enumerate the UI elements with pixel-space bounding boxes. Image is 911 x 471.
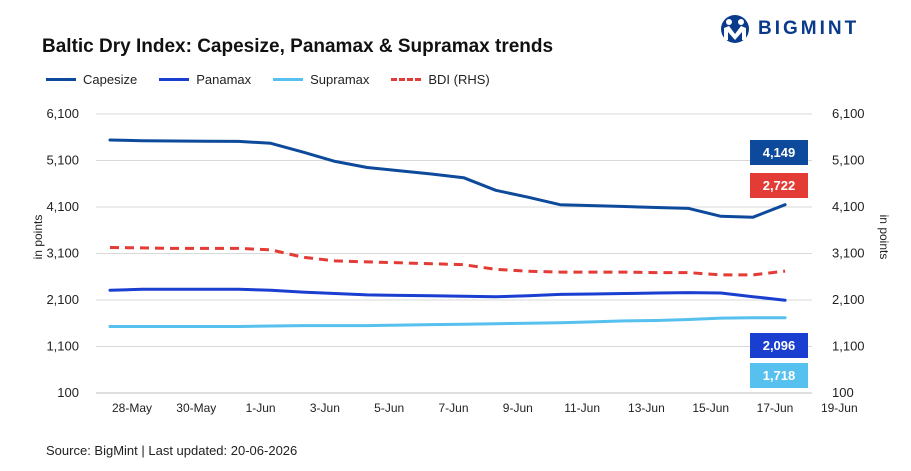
legend-label: Supramax — [310, 72, 370, 87]
end-label-value: 4,149 — [763, 145, 796, 160]
legend-swatch — [46, 78, 76, 81]
y-tick-label-left: 4,100 — [46, 199, 79, 214]
y-tick-label-left: 100 — [57, 385, 79, 400]
x-tick-label: 30-May — [176, 401, 216, 415]
bigmint-logo: BIGMINT — [718, 14, 859, 44]
x-tick-label: 13-Jun — [628, 401, 665, 415]
y-tick-label-left: 3,100 — [46, 246, 79, 261]
x-tick-label: 19-Jun — [821, 401, 858, 415]
x-tick-label: 1-Jun — [246, 401, 276, 415]
legend-swatch — [273, 78, 304, 81]
legend-swatch — [391, 78, 422, 81]
source-note: Source: BigMint | Last updated: 20-06-20… — [46, 443, 298, 458]
y-tick-label-right: 5,100 — [832, 153, 865, 168]
y-tick-label-left: 2,100 — [46, 292, 79, 307]
y-tick-label-left: 5,100 — [46, 153, 79, 168]
legend-item: Panamax — [159, 72, 251, 87]
end-label-value: 2,096 — [763, 338, 796, 353]
series-line-capesize — [108, 138, 787, 219]
series-line-bdi-rhs — [109, 246, 786, 277]
end-label-box — [750, 140, 808, 165]
series-line-panamax — [108, 287, 787, 302]
y-tick-label-right: 6,100 — [832, 106, 865, 121]
y-tick-label-left: 1,100 — [46, 339, 79, 354]
x-tick-label: 28-May — [112, 401, 152, 415]
legend-item: BDI (RHS) — [391, 72, 490, 87]
x-tick-label: 15-Jun — [692, 401, 729, 415]
end-label-box — [750, 363, 808, 388]
end-label-value: 2,722 — [763, 178, 796, 193]
bigmint-logo-icon — [721, 15, 749, 43]
brand-name: BIGMINT — [758, 18, 860, 39]
x-tick-label: 11-Jun — [564, 401, 600, 415]
legend-label: BDI (RHS) — [428, 72, 490, 87]
x-tick-label: 7-Jun — [438, 401, 468, 415]
legend-swatch — [159, 78, 190, 81]
y-tick-label-right: 2,100 — [832, 292, 865, 307]
legend-label: Panamax — [196, 72, 252, 87]
legend-label: Capesize — [83, 72, 138, 87]
end-label-box — [750, 333, 808, 358]
x-tick-label: 3-Jun — [310, 401, 340, 415]
chart-title: Baltic Dry Index: Capesize, Panamax & Su… — [42, 36, 554, 57]
y-tick-label-right: 100 — [832, 385, 854, 400]
legend-item: Supramax — [273, 72, 369, 87]
x-tick-label: 17-Jun — [757, 401, 794, 415]
series-line-supramax — [108, 316, 787, 328]
end-label-value: 1,718 — [763, 368, 796, 383]
x-tick-label: 9-Jun — [503, 401, 533, 415]
y-tick-label-left: 6,100 — [46, 106, 79, 121]
legend-item: Capesize — [46, 72, 137, 87]
y-tick-label-right: 3,100 — [832, 246, 865, 261]
y-tick-label-right: 4,100 — [832, 199, 865, 214]
chart-legend: Capesize Panamax Supramax BDI (RHS) — [46, 72, 512, 87]
y-tick-label-right: 1,100 — [832, 339, 865, 354]
end-label-box — [750, 173, 808, 198]
x-tick-label: 5-Jun — [374, 401, 404, 415]
